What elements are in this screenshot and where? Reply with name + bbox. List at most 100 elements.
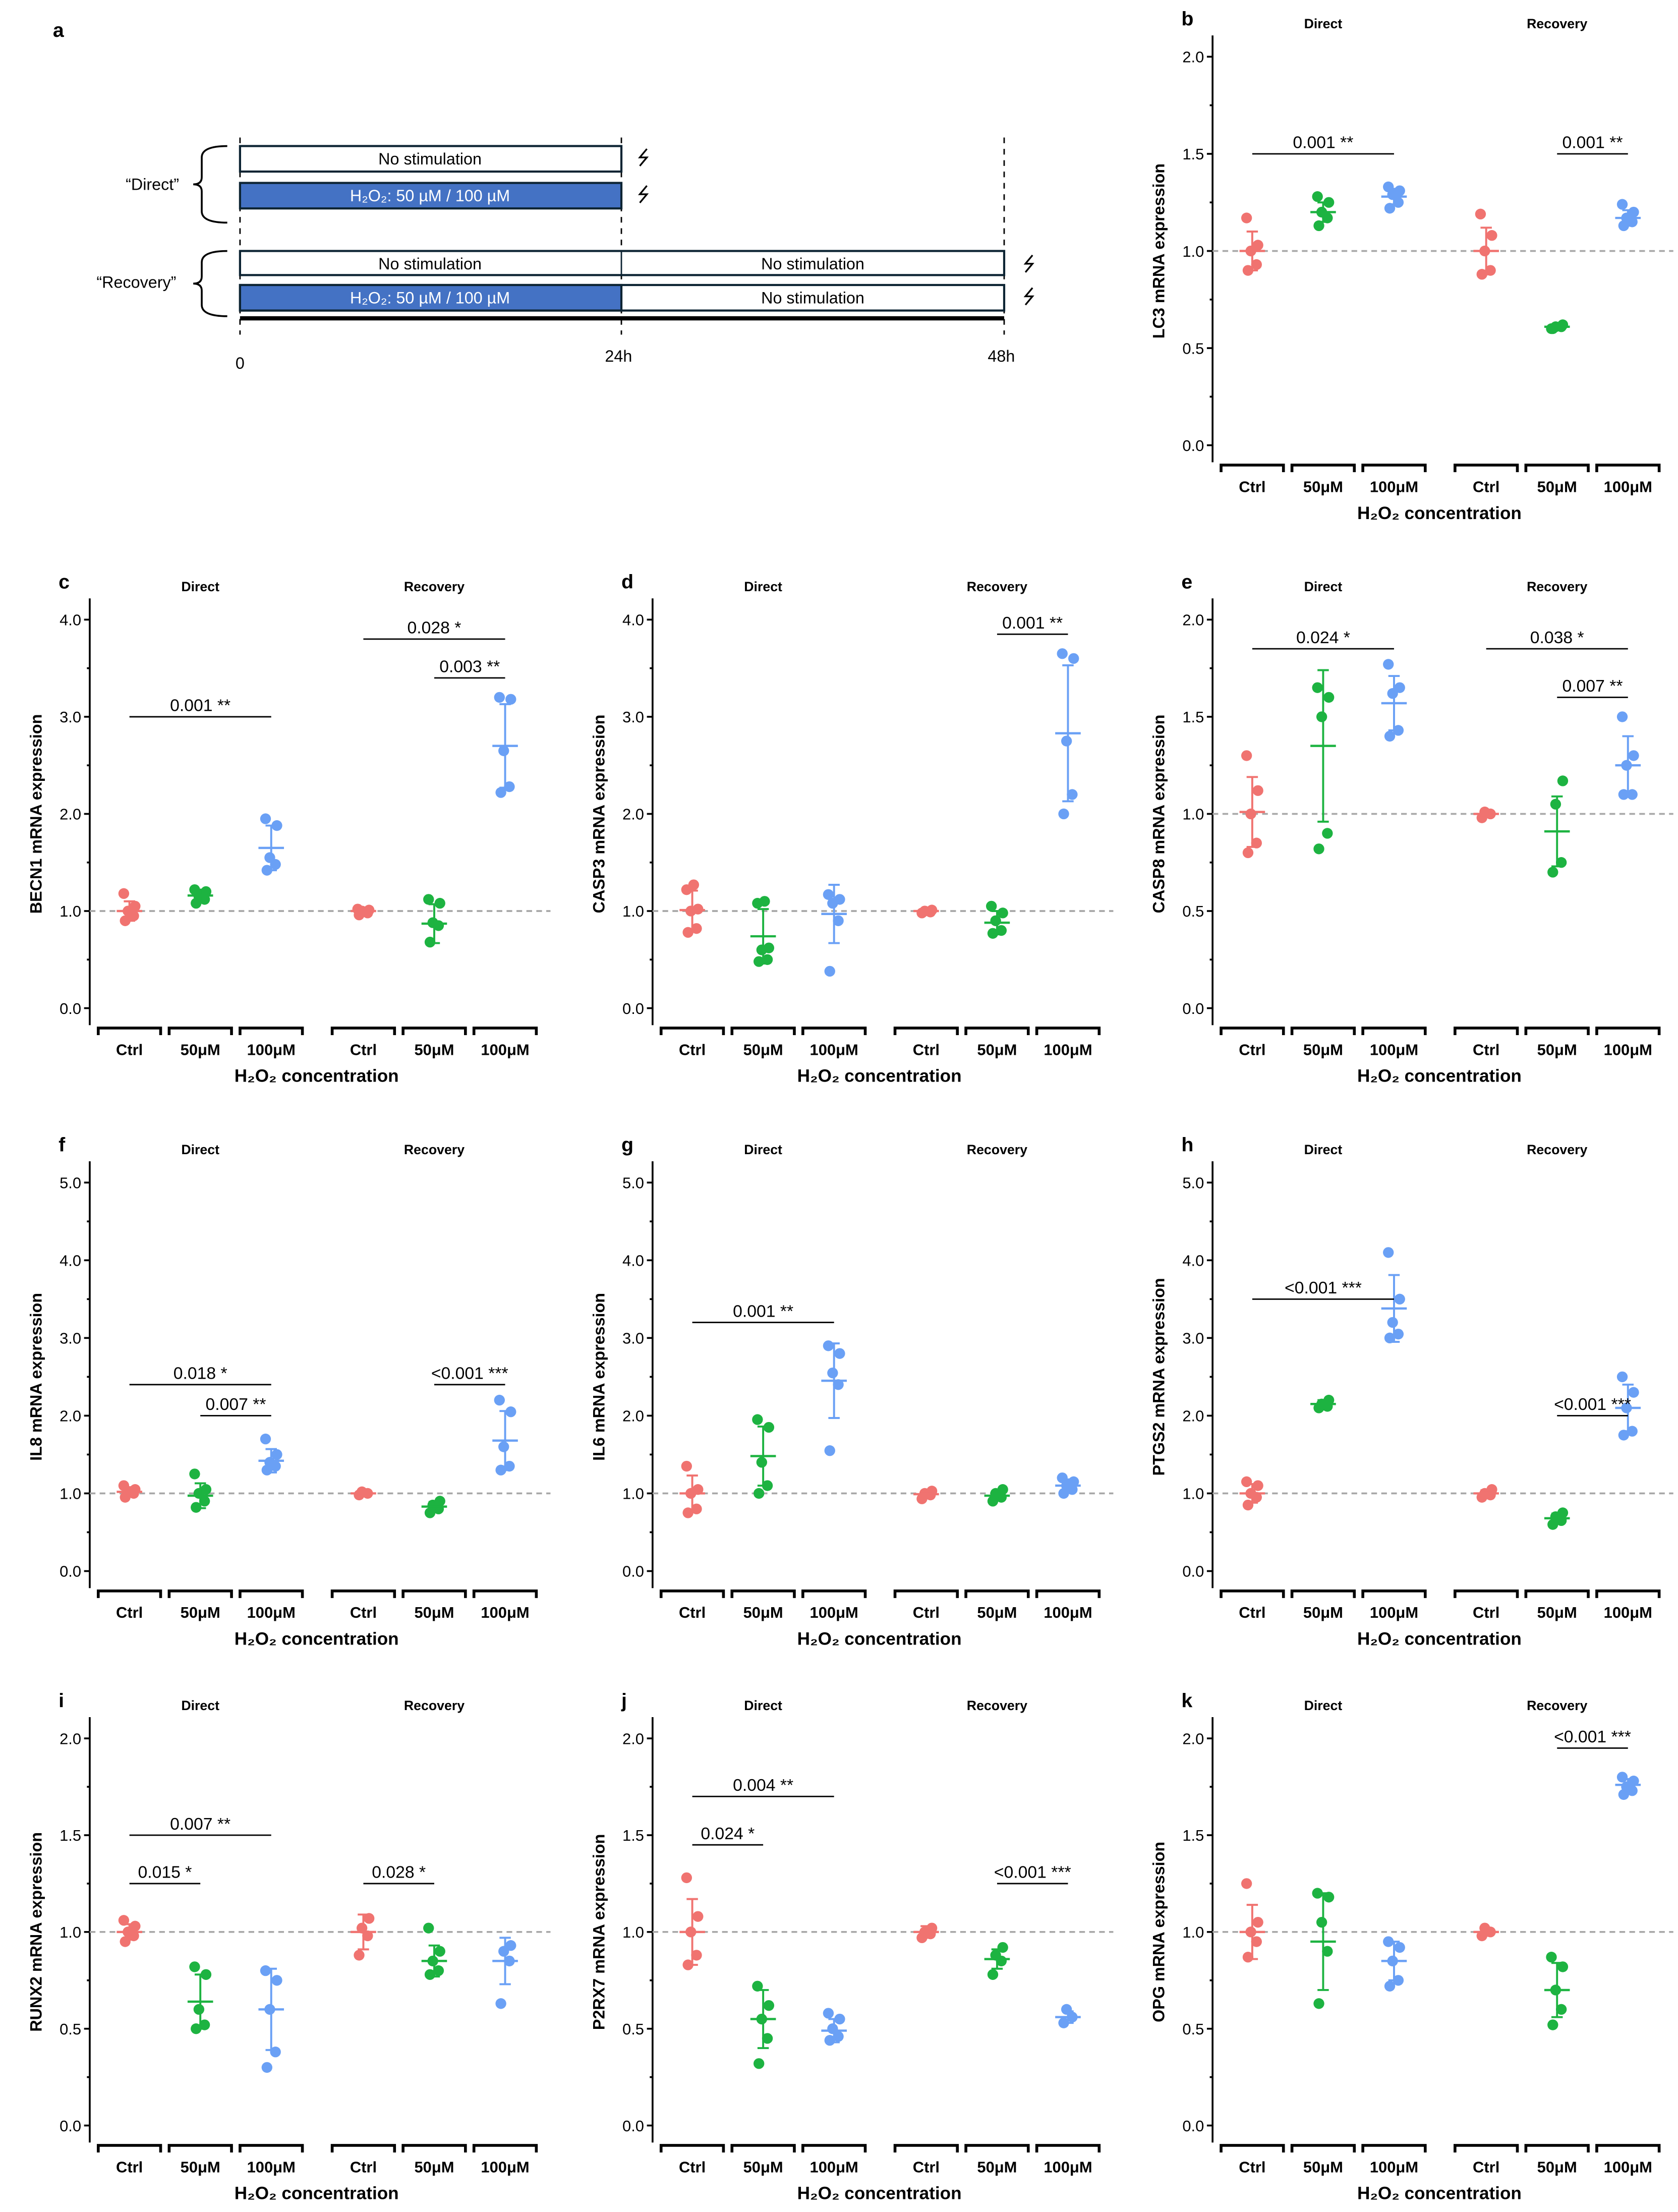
group-header: Direct [181,1142,219,1157]
panel-letter: b [1181,8,1193,30]
data-point [692,1484,704,1495]
y-axis-label: RUNX2 mRNA expression [27,1832,45,2032]
y-axis-label: OPG mRNA expression [1150,1842,1168,2022]
y-tick-label: 1.0 [60,1485,81,1503]
category-bracket [1361,2144,1427,2152]
chart-panel-g: g Direct Recovery 0.0 1.0 2.0 3.0 4.0 5.0 IL6 mRN… [590,1133,1114,1649]
y-tick-label: 2.0 [622,806,644,823]
x-axis-label: H₂O₂ concentration [1357,2184,1522,2203]
category-label: 50μM [743,2158,783,2176]
data-point [434,1946,445,1957]
panel-a-schematic: a No stimulation H₂O₂: 50 µM / 100 µM No… [53,19,1034,372]
category-bracket [893,1027,959,1035]
y-axis-label: IL6 mRNA expression [590,1293,608,1461]
y-tick-label: 1.5 [60,1827,81,1844]
data-point [434,1496,445,1507]
y-tick-label: 0.5 [1182,902,1204,920]
category-label: 100μM [1370,478,1418,495]
data-point [834,1348,845,1359]
chart-panel-d: d Direct Recovery 0.0 1.0 2.0 3.0 4.0 CASP3 mRNA… [590,571,1114,1086]
direct-h2o2-bar [239,182,623,210]
category-bracket [167,1590,233,1598]
data-point [1322,1946,1333,1957]
y-tick-label: 4.0 [622,611,644,629]
y-tick-label: 2.0 [1182,611,1204,629]
data-point [260,813,271,824]
category-label: 50μM [743,1041,783,1058]
data-point [1383,181,1394,193]
data-point [1616,1772,1628,1783]
data-point [823,1340,834,1351]
data-point [833,2031,844,2042]
p-value-label: <0.001 *** [1285,1278,1362,1297]
data-point [118,1915,130,1926]
p-value-label: 0.007 ** [1562,676,1623,696]
category-label: 100μM [1604,2158,1652,2176]
category-bracket [730,1027,796,1035]
group-header: Recovery [1527,1698,1587,1713]
category-label: 50μM [743,1604,783,1621]
data-point [1383,659,1394,670]
panel-letter: h [1181,1133,1193,1156]
category-bracket [1524,2144,1590,2152]
bar-label: H₂O₂: 50 µM / 100 µM [350,187,510,205]
y-axis-label: LC3 mRNA expression [1150,163,1168,338]
data-point [264,1457,275,1468]
data-point [1323,692,1335,703]
y-tick-label: 0.0 [60,1563,81,1580]
category-label: Ctrl [116,1041,143,1058]
data-point [1057,1472,1068,1484]
data-point [1628,750,1639,761]
category-label: 100μM [1370,2158,1418,2176]
category-bracket [1524,1590,1590,1598]
category-label: 100μM [1044,1604,1092,1621]
data-point [1061,735,1072,747]
category-label: 100μM [247,2158,296,2176]
data-point [494,1394,505,1406]
data-point [1383,1247,1394,1258]
p-value-label: 0.001 ** [1293,133,1353,152]
category-bracket [1035,1590,1101,1598]
y-axis-label: CASP8 mRNA expression [1150,715,1168,914]
category-label: 100μM [481,1041,529,1058]
category-label: 50μM [977,1604,1017,1621]
data-point [505,1940,516,1951]
data-point [495,787,506,798]
y-tick-label: 0.0 [1182,437,1204,455]
category-bracket [1220,1027,1285,1035]
bar-label: No stimulation [761,255,864,273]
p-value-label: 0.038 * [1530,628,1584,647]
data-point [756,1457,767,1468]
y-tick-label: 1.0 [60,1923,81,1941]
data-point [1394,1942,1405,1953]
data-point [1323,1892,1335,1903]
category-label: Ctrl [1239,1604,1265,1621]
category-bracket [1361,1027,1427,1035]
bar-label: No stimulation [761,289,864,307]
data-point [1387,688,1398,699]
data-point [1242,847,1254,859]
x-axis-label: H₂O₂ concentration [1357,503,1522,523]
lightning-icon [638,148,1034,306]
category-label: 50μM [977,2158,1017,2176]
p-value-label: <0.001 *** [1554,1727,1631,1746]
category-bracket [659,1027,725,1035]
y-tick-label: 1.5 [1182,1827,1204,1844]
p-value-label: 0.015 * [138,1863,192,1882]
data-point [130,1920,141,1932]
data-point [1312,682,1323,693]
y-axis-label: P2RX7 mRNA expression [590,1834,608,2030]
time-label: 0 [236,354,245,372]
data-point [495,1998,506,2009]
category-bracket [1361,1590,1427,1598]
bar-label: H₂O₂: 50 µM / 100 µM [350,289,510,307]
y-tick-label: 1.0 [60,902,81,920]
data-point [260,1433,271,1445]
group-header: Recovery [967,1142,1027,1157]
data-point [1394,682,1405,693]
category-label: 50μM [181,1604,220,1621]
category-label: Ctrl [1239,1041,1265,1058]
x-axis-label: H₂O₂ concentration [235,1066,399,1086]
category-bracket [893,2144,959,2152]
